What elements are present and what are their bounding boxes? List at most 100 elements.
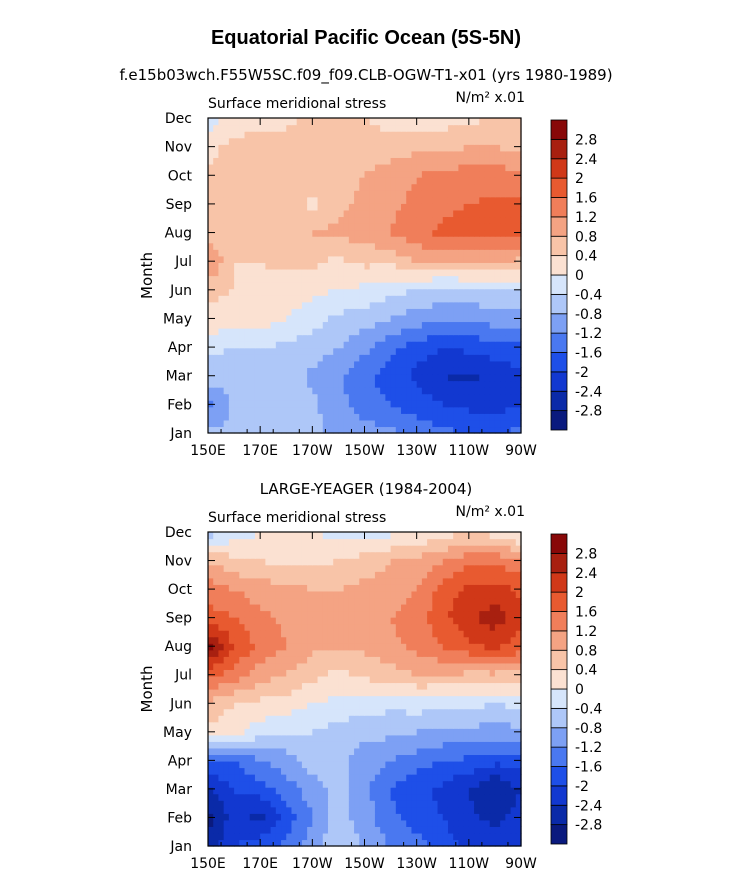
heat-cell — [494, 163, 501, 172]
heat-cell — [505, 400, 512, 408]
heat-cell — [374, 170, 381, 178]
heat-cell — [505, 754, 512, 762]
heat-cell — [369, 321, 376, 329]
heat-cell — [359, 406, 366, 414]
heat-cell — [348, 675, 355, 684]
heat-cell — [447, 387, 454, 395]
heat-cell — [333, 354, 340, 362]
heat-cell — [218, 793, 225, 801]
heat-cell — [301, 623, 308, 631]
heat-cell — [322, 282, 329, 290]
heat-cell — [484, 249, 491, 257]
heat-cell — [333, 236, 340, 244]
heat-cell — [244, 689, 251, 697]
heat-cell — [437, 419, 444, 428]
heat-cell — [364, 157, 371, 165]
heat-cell — [343, 702, 350, 710]
heat-cell — [254, 754, 261, 762]
heat-cell — [406, 675, 413, 684]
heat-cell — [369, 282, 376, 290]
heat-cell — [484, 643, 491, 651]
heat-cell — [447, 669, 454, 677]
heat-cell — [484, 203, 491, 211]
heat-cell — [458, 689, 465, 697]
heat-cell — [489, 393, 496, 401]
heat-cell — [260, 183, 266, 191]
heat-cell — [369, 806, 376, 814]
heat-cell — [385, 209, 392, 218]
heat-cell — [208, 426, 214, 434]
heat-cell — [442, 754, 449, 762]
heat-cell — [223, 118, 230, 126]
heat-cell — [416, 419, 423, 428]
heat-cell — [468, 321, 475, 329]
heat-cell — [223, 314, 230, 323]
heat-cell — [463, 643, 470, 651]
heat-cell — [265, 321, 272, 329]
heat-cell — [281, 787, 287, 795]
heat-cell — [359, 393, 366, 401]
heat-cell — [260, 150, 266, 158]
heat-cell — [458, 308, 465, 316]
heat-cell — [406, 249, 413, 257]
heat-cell — [416, 347, 423, 355]
heat-cell — [317, 268, 324, 277]
heat-cell — [442, 662, 449, 670]
heat-cell — [333, 839, 340, 847]
heat-cell — [390, 163, 397, 172]
heat-cell — [432, 656, 439, 664]
heat-cell — [301, 118, 308, 126]
heat-cell — [333, 419, 340, 428]
heat-cell — [390, 223, 397, 231]
heat-cell — [265, 656, 272, 664]
heat-cell — [213, 721, 220, 729]
heat-cell — [369, 203, 376, 211]
heat-cell — [354, 419, 360, 428]
heat-cell — [218, 275, 225, 283]
heat-cell — [364, 780, 371, 788]
heat-cell — [510, 734, 517, 742]
heat-cell — [338, 314, 345, 323]
heat-cell — [515, 295, 522, 303]
heat-cell — [447, 649, 454, 657]
heat-cell — [312, 643, 319, 651]
heat-cell — [223, 341, 230, 349]
heat-cell — [390, 774, 397, 782]
heat-cell — [494, 328, 501, 336]
heat-cell — [510, 728, 517, 736]
heat-cell — [322, 682, 329, 690]
heat-cell — [244, 702, 251, 710]
heat-cell — [312, 774, 319, 782]
heat-cell — [359, 800, 366, 808]
heat-cell — [458, 708, 465, 716]
heat-cell — [494, 249, 501, 257]
heat-cell — [317, 708, 324, 716]
heat-cell — [374, 137, 381, 145]
heat-cell — [239, 190, 246, 198]
heat-cell — [432, 800, 439, 808]
heat-cell — [401, 806, 407, 814]
heat-cell — [380, 308, 386, 316]
heat-cell — [432, 387, 439, 395]
heat-cell — [317, 242, 324, 250]
heat-cell — [322, 689, 329, 697]
heat-cell — [374, 643, 381, 651]
heat-cell — [432, 643, 439, 651]
heat-cell — [442, 255, 449, 263]
heat-cell — [374, 419, 381, 428]
heat-cell — [364, 787, 371, 795]
heat-cell — [364, 282, 371, 290]
heat-cell — [275, 826, 282, 834]
heat-cell — [343, 341, 350, 349]
heat-cell — [249, 163, 256, 172]
heat-cell — [354, 426, 360, 434]
heat-cell — [468, 373, 475, 382]
heat-cell — [213, 643, 220, 651]
heat-cell — [474, 249, 480, 257]
heat-cell — [322, 787, 329, 795]
heat-cell — [437, 301, 444, 309]
heat-cell — [390, 800, 397, 808]
heat-cell — [327, 321, 334, 329]
heat-cell — [213, 170, 220, 178]
heat-cell — [505, 170, 512, 178]
